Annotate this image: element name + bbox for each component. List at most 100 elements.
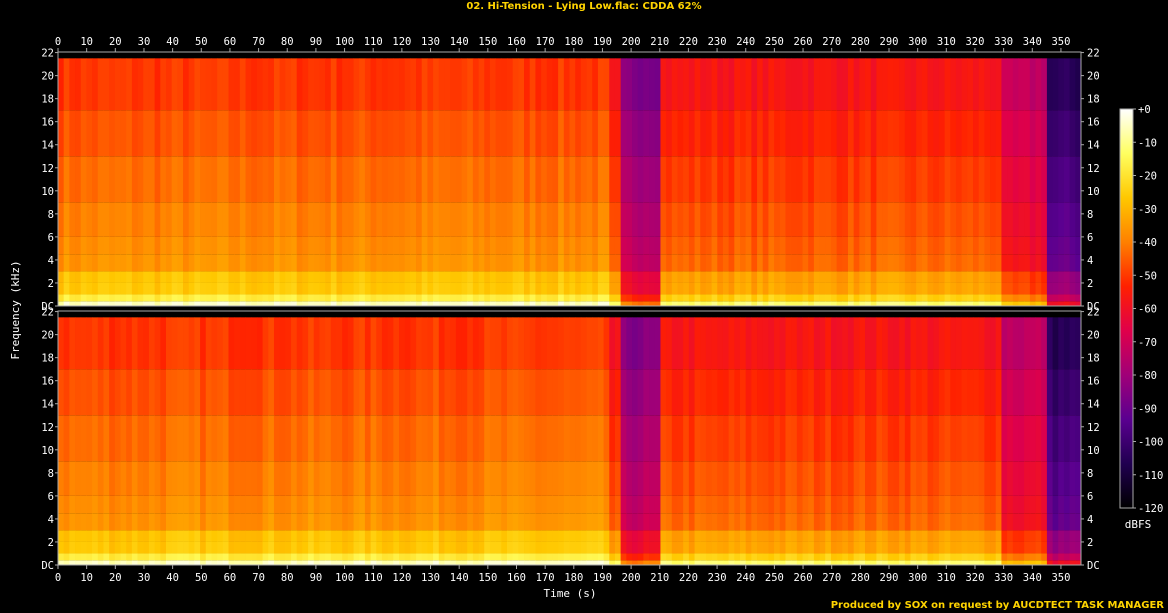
- x-tick-label-top: 110: [364, 36, 383, 48]
- spectrogram-cell: [910, 495, 917, 514]
- spectrogram-cell: [717, 553, 724, 561]
- spectrogram-cell: [75, 541, 82, 554]
- spectrogram-cell: [694, 461, 701, 496]
- spectrogram-cell: [876, 369, 883, 416]
- spectrogram-cell: [586, 271, 593, 283]
- spectrogram-cell: [791, 236, 798, 255]
- spectrogram-cell: [938, 254, 945, 272]
- spectrogram-cell: [1029, 553, 1036, 561]
- spectrogram-cell: [393, 110, 400, 157]
- spectrogram-cell: [688, 541, 695, 554]
- spectrogram-cell: [455, 541, 462, 554]
- spectrogram-cell: [740, 254, 747, 272]
- spectrogram-cell: [148, 553, 156, 561]
- y-tick-label-left: 4: [48, 255, 54, 267]
- spectrogram-cell: [80, 254, 87, 272]
- spectrogram-cell: [728, 236, 735, 255]
- spectrogram-cell: [330, 461, 337, 496]
- x-tick-label-top: 190: [593, 36, 612, 48]
- spectrogram-cell: [637, 553, 644, 561]
- spectrogram-cell: [421, 271, 428, 283]
- spectrogram-cell: [330, 553, 337, 561]
- spectrogram-cell: [376, 202, 383, 237]
- spectrogram-cell: [1069, 254, 1076, 272]
- spectrogram-cell: [580, 301, 587, 306]
- spectrogram-cell: [796, 254, 803, 272]
- spectrogram-cell: [308, 553, 315, 561]
- spectrogram-cell: [336, 553, 343, 561]
- spectrogram-cell: [944, 317, 951, 370]
- spectrogram-cell: [671, 254, 678, 272]
- spectrogram-cell: [148, 560, 156, 565]
- spectrogram-cell: [1046, 369, 1053, 416]
- spectrogram-cell: [1029, 530, 1036, 542]
- spectrogram-cell: [944, 513, 951, 531]
- spectrogram-cell: [63, 271, 70, 283]
- spectrogram-cell: [529, 530, 536, 542]
- y-tick-label-left: 2: [48, 537, 54, 549]
- spectrogram-cell: [961, 530, 968, 542]
- spectrogram-cell: [967, 202, 974, 237]
- spectrogram-cell: [933, 58, 940, 111]
- spectrogram-cell: [143, 282, 150, 295]
- spectrogram-cell: [205, 301, 212, 306]
- spectrogram-cell: [393, 530, 400, 542]
- spectrogram-cell: [643, 110, 650, 157]
- spectrogram-cell: [552, 301, 559, 306]
- spectrogram-cell: [893, 513, 900, 531]
- spectrogram-cell: [1035, 202, 1042, 237]
- spectrogram-cell: [330, 495, 337, 514]
- y-tick-label-right: 8: [1087, 209, 1093, 221]
- spectrogram-cell: [728, 495, 735, 514]
- spectrogram-cell: [893, 110, 900, 157]
- y-tick-label-right: 22: [1087, 48, 1100, 60]
- spectrogram-cell: [1075, 294, 1082, 302]
- spectrogram-cell: [455, 301, 462, 306]
- colorbar-tick-label: -30: [1138, 204, 1157, 216]
- spectrogram-cell: [705, 553, 712, 561]
- spectrogram-cell: [120, 301, 127, 306]
- spectrogram-cell: [1035, 541, 1042, 554]
- y-tick-label-right: 4: [1087, 255, 1093, 267]
- spectrogram-cell: [978, 301, 985, 306]
- spectrogram-cell: [444, 461, 451, 496]
- x-tick-label-top: 290: [880, 36, 899, 48]
- spectrogram-cell: [501, 156, 508, 203]
- spectrogram-cell: [467, 301, 474, 306]
- spectrogram-cell: [268, 530, 275, 542]
- spectrogram-cell: [177, 254, 184, 272]
- spectrogram-cell: [904, 282, 911, 295]
- spectrogram-cell: [569, 553, 576, 561]
- spectrogram-cell: [609, 202, 616, 237]
- spectrogram-cell: [399, 282, 406, 295]
- spectrogram-cell: [308, 202, 315, 237]
- spectrogram-cell: [256, 553, 263, 561]
- spectrogram-cell: [217, 236, 224, 255]
- spectrogram-cell: [654, 560, 661, 565]
- spectrogram-cell: [1024, 271, 1031, 283]
- spectrogram-cell: [194, 282, 201, 295]
- spectrogram-cell: [893, 369, 900, 416]
- spectrogram-cell: [842, 271, 849, 283]
- spectrogram-cell: [114, 369, 121, 416]
- spectrogram-cell: [75, 301, 82, 306]
- spectrogram-cell: [370, 513, 377, 531]
- y-tick-label-right: 16: [1087, 376, 1100, 388]
- spectrogram-cell: [955, 236, 963, 255]
- spectrogram-cell: [114, 560, 121, 565]
- spectrogram-cell: [637, 317, 644, 370]
- spectrogram-cell: [768, 541, 775, 554]
- spectrogram-cell: [1001, 317, 1008, 370]
- spectrogram-cell: [580, 202, 587, 237]
- spectrogram-cell: [444, 282, 451, 295]
- spectrogram-cell: [802, 271, 809, 283]
- spectrogram-cell: [842, 495, 849, 514]
- spectrogram-cell: [359, 294, 366, 302]
- spectrogram-cell: [404, 202, 411, 237]
- spectrogram-cell: [285, 553, 292, 561]
- spectrogram-cell: [86, 254, 93, 272]
- spectrogram-cell: [899, 110, 906, 157]
- spectrogram-cell: [410, 301, 417, 306]
- spectrogram-cell: [938, 156, 945, 203]
- spectrogram-cell: [285, 415, 292, 462]
